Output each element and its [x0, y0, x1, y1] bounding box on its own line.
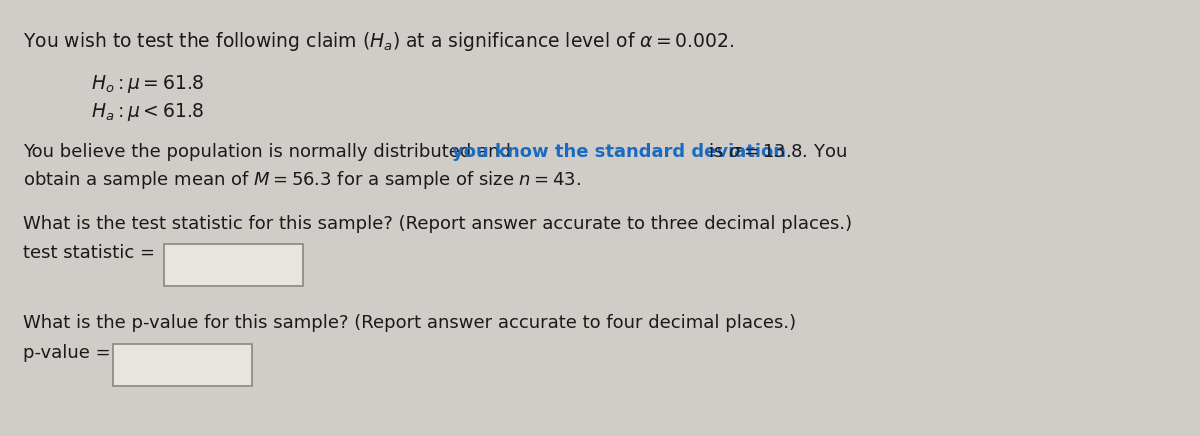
Text: you know the standard deviation: you know the standard deviation: [451, 143, 786, 161]
Text: You wish to test the following claim ($H_a$) at a significance level of $\alpha : You wish to test the following claim ($H…: [23, 30, 734, 53]
FancyBboxPatch shape: [164, 245, 304, 286]
Text: is $\sigma = 13.8$. You: is $\sigma = 13.8$. You: [703, 143, 847, 161]
Text: You believe the population is normally distributed and: You believe the population is normally d…: [23, 143, 516, 161]
Text: $H_a : \mu < 61.8$: $H_a : \mu < 61.8$: [91, 101, 204, 123]
Text: test statistic =: test statistic =: [23, 244, 155, 262]
Text: p-value =: p-value =: [23, 344, 110, 361]
Text: $H_o : \mu = 61.8$: $H_o : \mu = 61.8$: [91, 73, 204, 95]
Text: obtain a sample mean of $M = 56.3$ for a sample of size $n = 43$.: obtain a sample mean of $M = 56.3$ for a…: [23, 169, 581, 191]
FancyBboxPatch shape: [113, 344, 252, 386]
Text: What is the p-value for this sample? (Report answer accurate to four decimal pla: What is the p-value for this sample? (Re…: [23, 314, 796, 332]
Text: What is the test statistic for this sample? (Report answer accurate to three dec: What is the test statistic for this samp…: [23, 215, 852, 232]
